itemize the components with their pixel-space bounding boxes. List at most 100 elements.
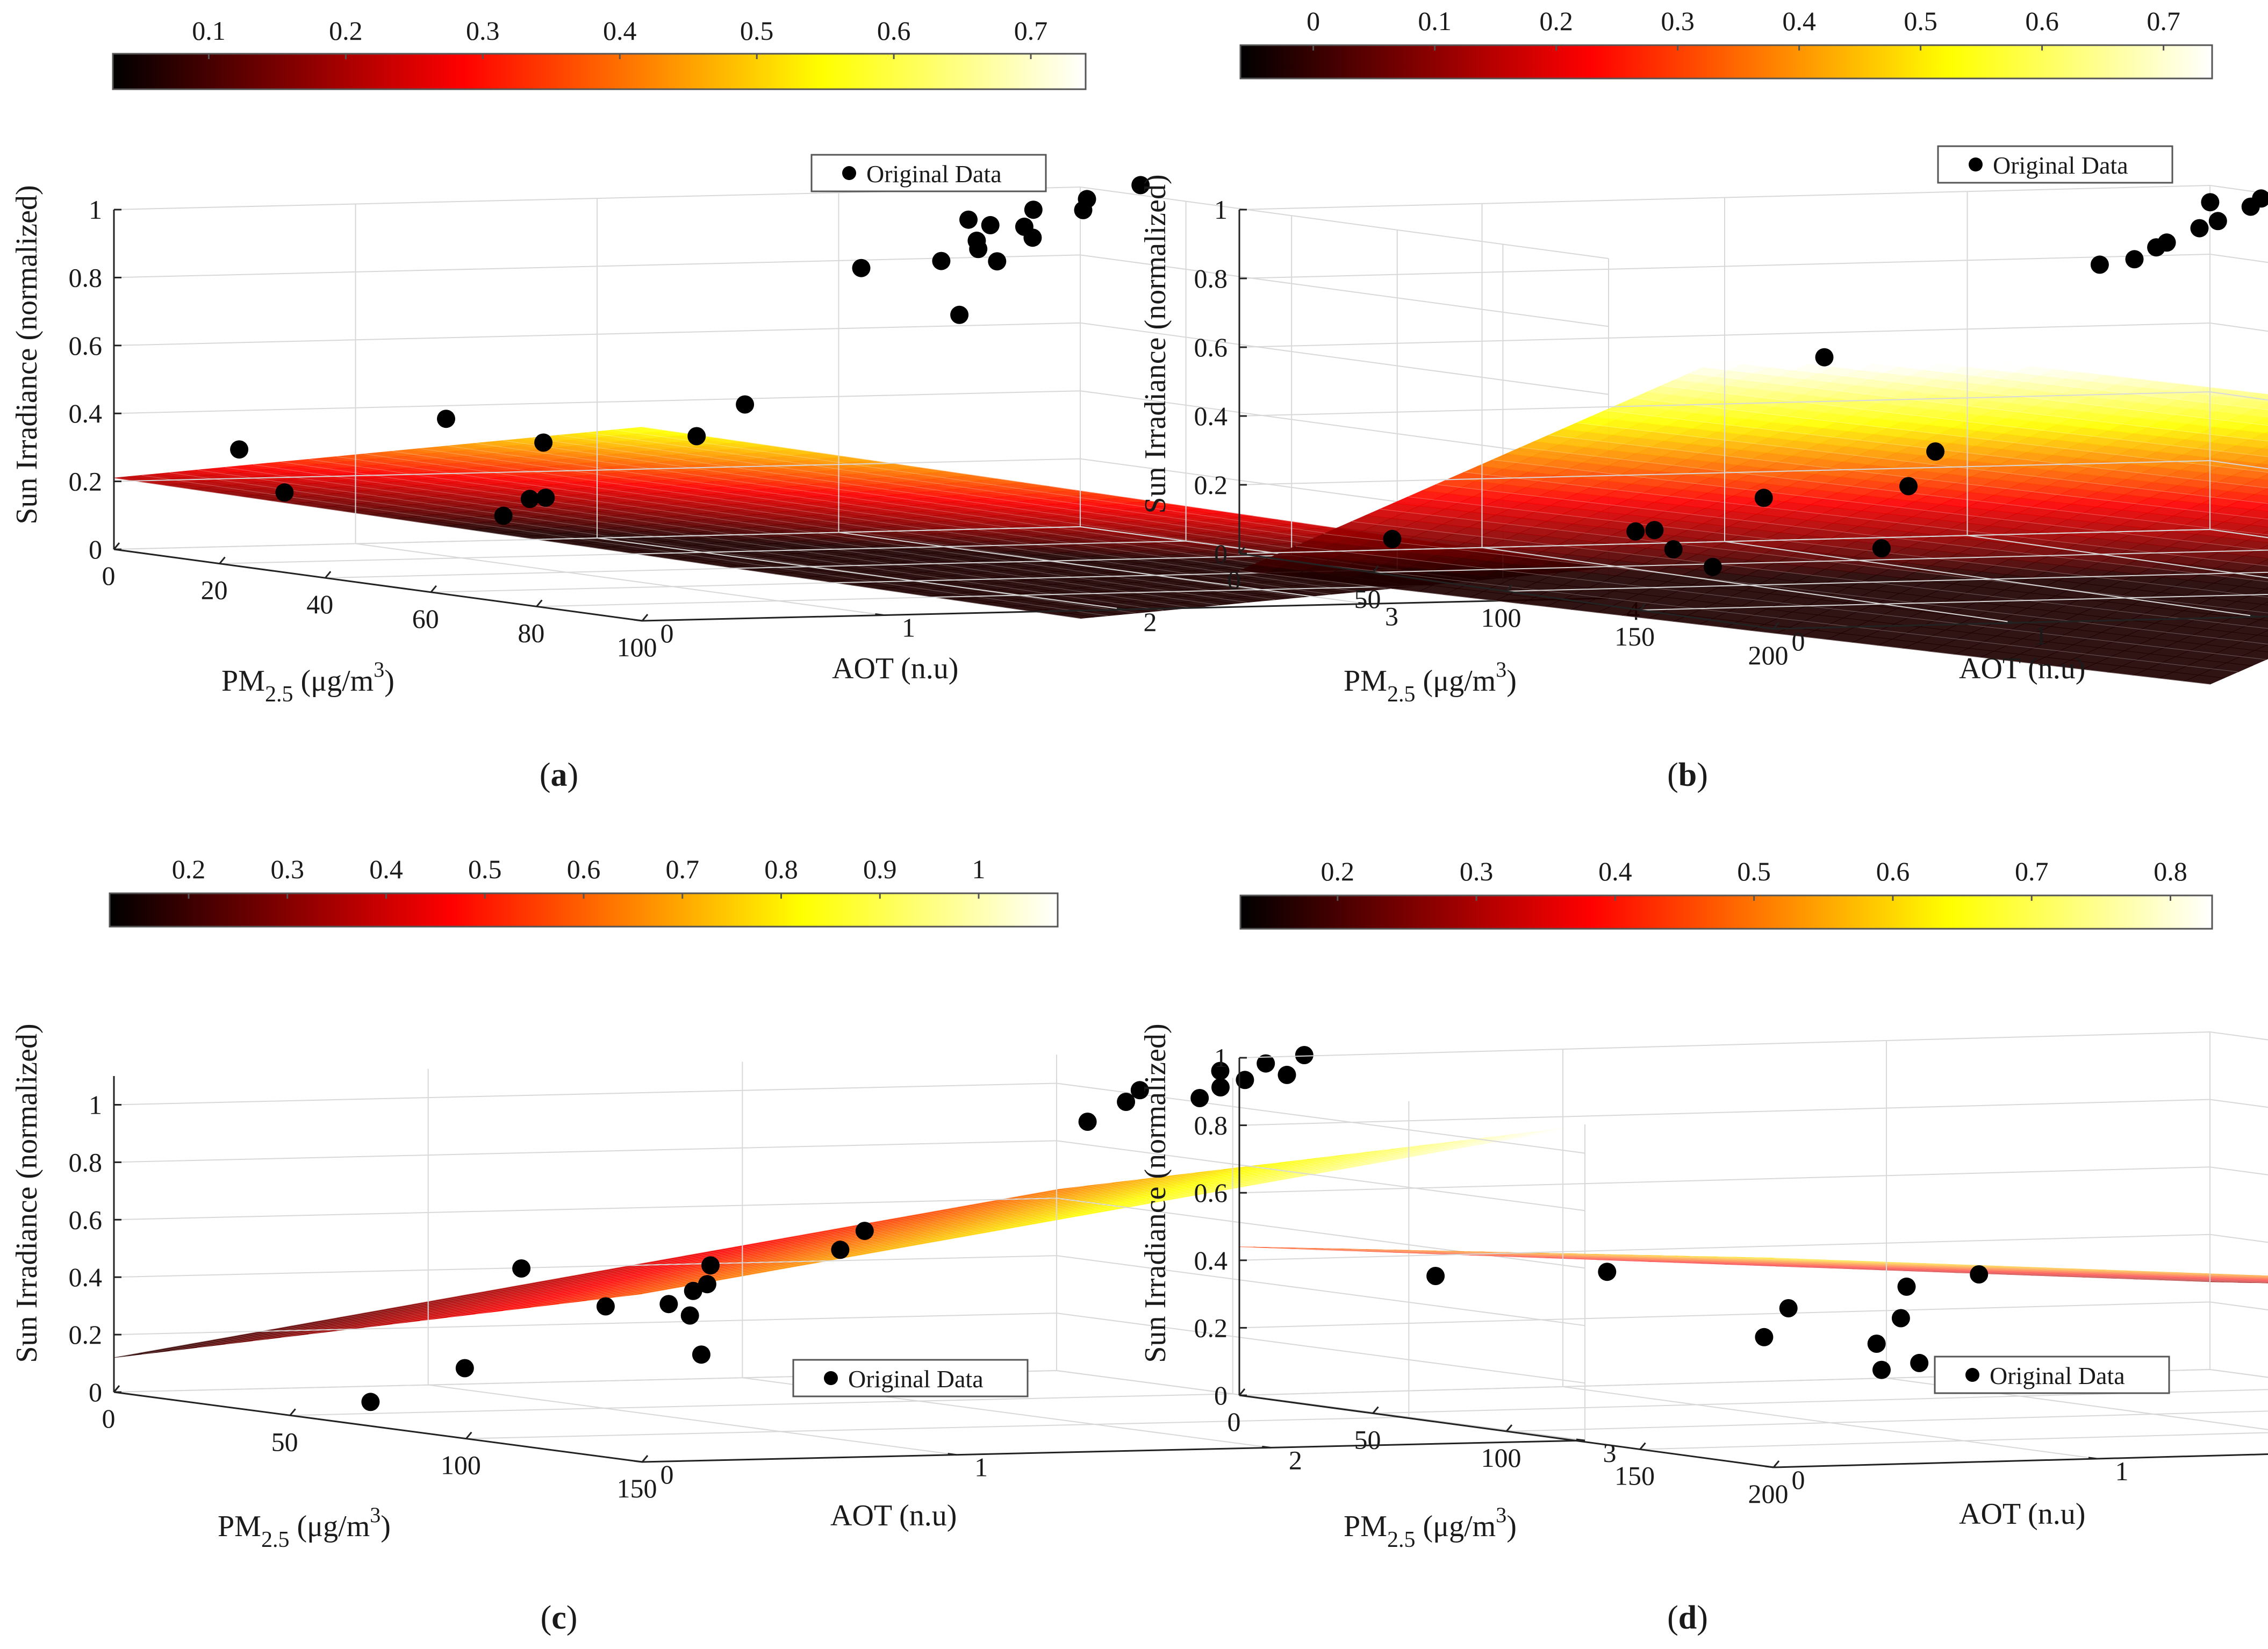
axis-line <box>642 1439 1585 1463</box>
z-gridline <box>113 1140 1585 1211</box>
y-tick-label: 1 <box>902 613 915 643</box>
panel-caption: (c) <box>541 1600 578 1636</box>
legend-marker-icon <box>1969 157 1983 171</box>
data-point <box>1295 1046 1314 1064</box>
colorbar-tick-label: 0.4 <box>369 854 403 884</box>
data-point <box>950 305 969 324</box>
data-point <box>1645 521 1664 540</box>
z-tick-label: 1 <box>89 1089 102 1120</box>
colorbar-tick-label: 0.6 <box>877 16 911 46</box>
colorbar-tick-label: 0.2 <box>1539 6 1573 36</box>
y-tick <box>1764 627 1774 630</box>
data-point <box>855 1222 874 1241</box>
colorbar-tick-label: 0.5 <box>1904 6 1937 36</box>
data-point <box>932 252 951 270</box>
x-tick <box>325 571 332 579</box>
data-point <box>2208 212 2227 231</box>
colorbar: 0.2 0.3 0.4 0.5 0.6 0.7 0.8 0.9 1 <box>109 854 1059 928</box>
axes-grid <box>113 1055 1585 1463</box>
legend: Original Data <box>792 1359 1029 1397</box>
x-tick-label: 60 <box>412 604 439 634</box>
x-axis-label: PM2.5 (μg/m3) <box>218 1503 391 1552</box>
data-point <box>981 216 1000 234</box>
x-tick-label: 40 <box>306 589 333 619</box>
colorbar-tick-label: 0.7 <box>666 854 700 884</box>
colorbar-tick-label: 0.6 <box>567 854 601 884</box>
z-tick-label: 1 <box>89 195 102 225</box>
data-point <box>1015 217 1033 236</box>
mesh-line <box>336 1162 1279 1331</box>
y-tick-label: 1 <box>2034 620 2048 650</box>
y-tick-label: 0 <box>661 618 674 648</box>
data-point <box>736 395 755 414</box>
x-tick-label: 0 <box>102 1403 116 1433</box>
subplot-b: 00.20.40.60.8105010015020001234 00.10.20… <box>1139 6 2268 793</box>
x-tick-label: 100 <box>617 632 657 662</box>
data-point <box>275 483 294 502</box>
x-tick-label: 80 <box>518 618 544 648</box>
x-tick <box>641 614 649 621</box>
legend-label: Original Data <box>848 1365 984 1393</box>
data-point <box>852 259 871 277</box>
data-point <box>534 433 553 452</box>
x-tick-label: 200 <box>1748 640 1789 670</box>
x-tick-label: 150 <box>617 1473 657 1503</box>
z-tick-label: 0.2 <box>69 467 103 497</box>
z-gridline <box>113 322 1609 395</box>
data-point <box>361 1393 380 1411</box>
z-tick-label: 1 <box>1214 195 1228 225</box>
data-point <box>687 427 706 446</box>
z-tick-label: 0 <box>89 534 102 564</box>
z-tick-label: 0 <box>1214 539 1228 569</box>
data-point <box>2090 255 2109 274</box>
z-tick-label: 0.8 <box>1194 263 1228 293</box>
data-point <box>1899 477 1918 496</box>
mesh-line <box>141 1186 1085 1355</box>
x-tick-label: 50 <box>271 1426 298 1457</box>
x-tick <box>289 1408 296 1416</box>
x-axis-label: PM2.5 (μg/m3) <box>1344 657 1517 707</box>
y-tick-label: 0 <box>661 1459 674 1489</box>
colorbar-tick-label: 0.4 <box>603 16 637 46</box>
y-tick-label: 2 <box>1144 607 1157 637</box>
data-point <box>1074 200 1093 219</box>
z-tick-label: 0.4 <box>69 1262 103 1292</box>
data-point <box>1024 200 1043 219</box>
colorbar-tick-label: 0.1 <box>192 16 226 46</box>
z-tick-label: 0.2 <box>1194 470 1228 500</box>
colorbar-tick-label: 0.3 <box>466 16 500 46</box>
colorbar-tick-label: 0.6 <box>2025 6 2059 36</box>
y-tick <box>1262 1445 1271 1449</box>
colorbar-tick-label: 0.2 <box>329 16 363 46</box>
data-point <box>1078 1113 1097 1131</box>
x-axis-label: PM2.5 (μg/m3) <box>221 657 394 707</box>
mesh-line <box>475 1145 1418 1315</box>
data-point <box>1626 522 1645 541</box>
data-point <box>1277 1065 1296 1084</box>
colorbar: 0 0.1 0.2 0.3 0.4 0.5 0.6 0.7 <box>1239 6 2213 80</box>
z-gridline <box>113 1255 1585 1327</box>
data-point <box>1926 442 1945 461</box>
y-tick <box>633 619 643 622</box>
surface-mesh <box>1238 336 2268 685</box>
y-tick <box>948 1453 957 1456</box>
mesh-line <box>586 1132 1530 1301</box>
mesh-line <box>614 1129 1558 1298</box>
data-point <box>831 1241 850 1259</box>
data-point <box>1117 1093 1136 1111</box>
z-tick-label: 0.8 <box>69 1147 103 1177</box>
y-tick <box>633 1460 643 1463</box>
legend-marker-icon <box>842 166 856 180</box>
data-point <box>659 1295 678 1314</box>
z-gridline <box>113 1082 1585 1154</box>
colorbar-tick-label: 0.1 <box>1418 6 1452 36</box>
z-gridline <box>1239 184 2268 210</box>
mesh-line <box>281 1169 1224 1338</box>
z-tick-label: 0.2 <box>69 1320 103 1350</box>
data-point <box>536 489 555 507</box>
x-tick-label: 100 <box>441 1450 481 1480</box>
colorbar-tick-label: 0.9 <box>863 854 897 884</box>
colorbar-gradient <box>1239 44 2213 80</box>
z-tick-label: 0.4 <box>1194 401 1228 431</box>
legend: Original Data <box>1937 145 2173 184</box>
